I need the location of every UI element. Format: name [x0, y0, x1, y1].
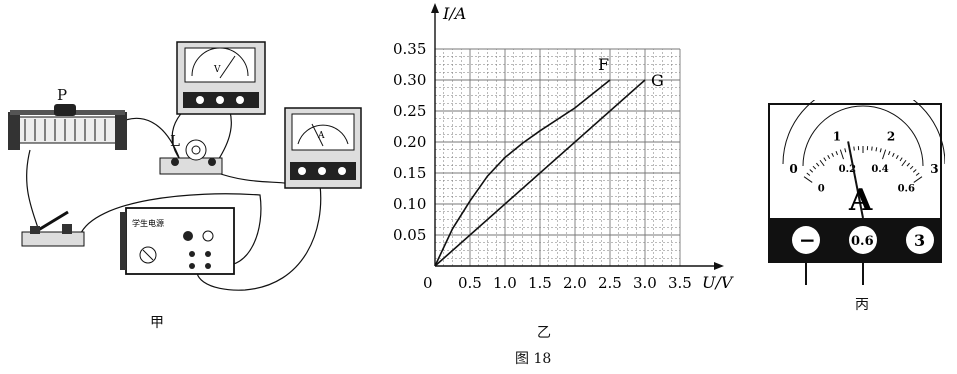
- y-tick-label: 0.30: [393, 71, 426, 89]
- y-tick-label: 0.20: [393, 133, 426, 151]
- terminal-negative-label: −: [799, 228, 816, 252]
- dial-tick: [892, 152, 895, 157]
- y-tick-label: 0.25: [393, 102, 426, 120]
- dial-tick: [809, 169, 814, 173]
- y-axis-arrow: [431, 3, 439, 13]
- dial-tick: [839, 149, 844, 160]
- x-tick-label: 3.5: [668, 274, 692, 292]
- terminal-0-6: [849, 226, 877, 254]
- x-axis-arrow: [714, 262, 724, 270]
- dial-minor-label: 0.2: [839, 164, 856, 175]
- x-tick-label: 1.0: [493, 274, 517, 292]
- dial-tick: [888, 151, 891, 156]
- terminal-negative: [792, 226, 820, 254]
- panel-label-bing: 丙: [855, 297, 869, 313]
- ammeter-dial: 0 1 2 3 0 0.2 0.4 0.6 A − 0.6 3: [768, 100, 945, 285]
- dial-tick: [879, 148, 882, 153]
- dial-tick: [806, 172, 811, 176]
- circuit-diagram: V A 学生电源: [8, 41, 362, 291]
- y-tick-label: 0.15: [393, 164, 426, 182]
- terminal-3: [906, 226, 934, 254]
- panel-label-jia: 甲: [150, 315, 164, 331]
- dial-minor-label: 0.6: [898, 184, 915, 195]
- dial-symbol: A: [848, 183, 873, 218]
- ammeter: A: [284, 107, 362, 189]
- dial-tick: [912, 169, 917, 173]
- wire: [26, 149, 41, 236]
- slider-label: P: [57, 86, 68, 104]
- series-F-line: [434, 79, 611, 267]
- dial-tick: [816, 162, 820, 167]
- dial-terminals: − 0.6 3: [792, 226, 934, 254]
- y-tick-label: 0.10: [393, 195, 426, 213]
- x-tick-label: 0: [423, 274, 433, 292]
- rheostat-slider: [54, 104, 76, 116]
- figure-caption: 图 18: [515, 351, 552, 367]
- power-supply: 学生电源: [120, 207, 235, 275]
- dial-tick: [915, 172, 920, 176]
- dial-tick: [899, 157, 903, 162]
- dial-minor-label: 0: [818, 184, 825, 195]
- series-G-line: [434, 79, 646, 267]
- x-tick-label: 2.5: [598, 274, 622, 292]
- y-tick-label: 0.05: [393, 226, 426, 244]
- x-tick-label: 2.0: [563, 274, 587, 292]
- lamp-label: L: [170, 132, 180, 150]
- rheostat: [8, 104, 127, 150]
- y-tick-label: 0.35: [393, 40, 426, 58]
- wire: [196, 184, 322, 291]
- ammeter-symbol: A: [317, 131, 325, 141]
- x-axis-label: U/V: [702, 273, 734, 292]
- terminal-3-label: 3: [914, 231, 925, 250]
- dial-tick: [901, 159, 907, 167]
- dial-needle: [847, 141, 864, 219]
- dial-tick: [844, 148, 847, 153]
- series-G-label: G: [651, 71, 664, 90]
- series-F-label: F: [598, 55, 609, 74]
- dial-tick: [827, 154, 831, 159]
- dial-tick: [871, 146, 873, 151]
- dial-tick: [906, 162, 910, 167]
- dial-tick: [823, 157, 827, 162]
- iu-chart: 0 0.5 1.0 1.5 2.0 2.5 3.0 3.5 0.05 0.10 0.15 0.20 0.…: [393, 3, 734, 292]
- y-axis-label: I/A: [442, 4, 466, 23]
- dial-major-label: 1: [833, 130, 841, 144]
- terminal-0-6-label: 0.6: [851, 234, 874, 249]
- dial-tick: [819, 159, 825, 167]
- dial-major-label: 3: [930, 162, 938, 176]
- dial-tick: [875, 147, 878, 152]
- x-tick-label: 3.0: [633, 274, 657, 292]
- x-tick-label: 1.5: [528, 274, 552, 292]
- dial-tick: [812, 165, 817, 170]
- x-tick-label: 0.5: [458, 274, 482, 292]
- switch: [21, 210, 85, 247]
- dial-tick: [835, 151, 838, 156]
- dial-tick: [909, 165, 914, 170]
- dial-tick: [853, 146, 855, 151]
- dial-tick: [831, 152, 834, 157]
- dial-tick: [895, 154, 899, 159]
- dial-minor-label: 0.4: [871, 164, 888, 175]
- dial-tick: [882, 149, 887, 160]
- dial-tick: [803, 176, 813, 183]
- wire: [79, 193, 262, 266]
- dial-major-label: 0: [789, 162, 797, 176]
- voltmeter-symbol: V: [213, 65, 221, 75]
- lamp: [159, 139, 223, 175]
- dial-major-label: 2: [887, 130, 895, 144]
- panel-label-yi: 乙: [537, 325, 551, 341]
- voltmeter: V: [176, 41, 266, 115]
- dial-tick: [913, 176, 923, 183]
- power-supply-label: 学生电源: [132, 218, 164, 228]
